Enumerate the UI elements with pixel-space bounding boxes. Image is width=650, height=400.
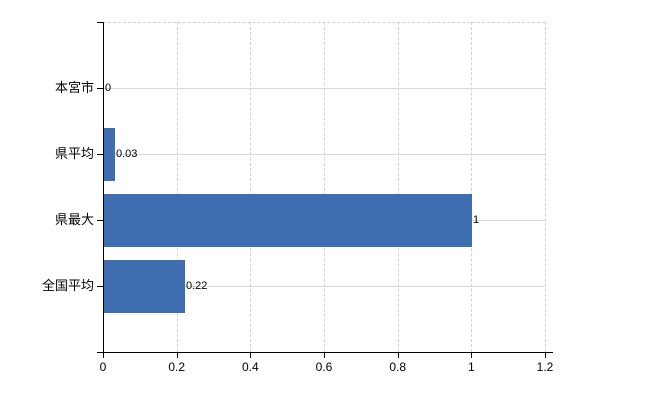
y-axis-tick	[97, 286, 103, 287]
category-label: 県最大	[54, 212, 94, 227]
bar-県最大	[104, 193, 472, 247]
horizontal-gridline	[103, 286, 545, 287]
data-label: 1	[473, 214, 480, 226]
x-axis-tick	[176, 353, 178, 358]
x-axis-tick	[471, 353, 473, 358]
x-tick-label: 0	[99, 360, 107, 374]
horizontal-gridline	[103, 88, 545, 89]
bar-全国平均	[104, 259, 185, 313]
data-label: 0.03	[116, 148, 138, 160]
x-tick-label: 0.4	[241, 360, 259, 374]
horizontal-gridline	[103, 154, 545, 155]
x-tick-label: 1.2	[536, 360, 554, 374]
vertical-gridline	[471, 22, 473, 352]
vertical-gridline	[397, 22, 399, 352]
y-axis-tick	[97, 22, 103, 23]
vertical-gridline	[176, 22, 178, 352]
y-axis-tick	[97, 88, 103, 89]
category-label: 全国平均	[41, 278, 94, 293]
vertical-gridline	[250, 22, 252, 352]
category-label: 県平均	[54, 146, 94, 161]
vertical-gridline	[324, 22, 325, 352]
plot-area	[103, 22, 545, 352]
x-axis	[97, 352, 553, 353]
x-axis-tick	[103, 353, 104, 358]
y-axis-tick	[97, 154, 103, 155]
y-axis-tick	[97, 220, 103, 221]
bar-県平均	[104, 127, 115, 181]
category-label: 本宮市	[54, 80, 94, 95]
x-tick-label: 0.6	[315, 360, 333, 374]
y-axis	[103, 22, 104, 353]
x-axis-tick	[250, 353, 252, 358]
vertical-gridline	[545, 22, 546, 352]
x-axis-tick	[397, 353, 399, 358]
x-axis-tick	[324, 353, 325, 358]
x-tick-label: 1	[467, 360, 475, 374]
x-axis-tick	[545, 353, 546, 358]
x-tick-label: 0.2	[168, 360, 185, 374]
data-label: 0	[105, 82, 112, 94]
data-label: 0.22	[186, 280, 208, 292]
x-tick-label: 0.8	[389, 360, 406, 374]
